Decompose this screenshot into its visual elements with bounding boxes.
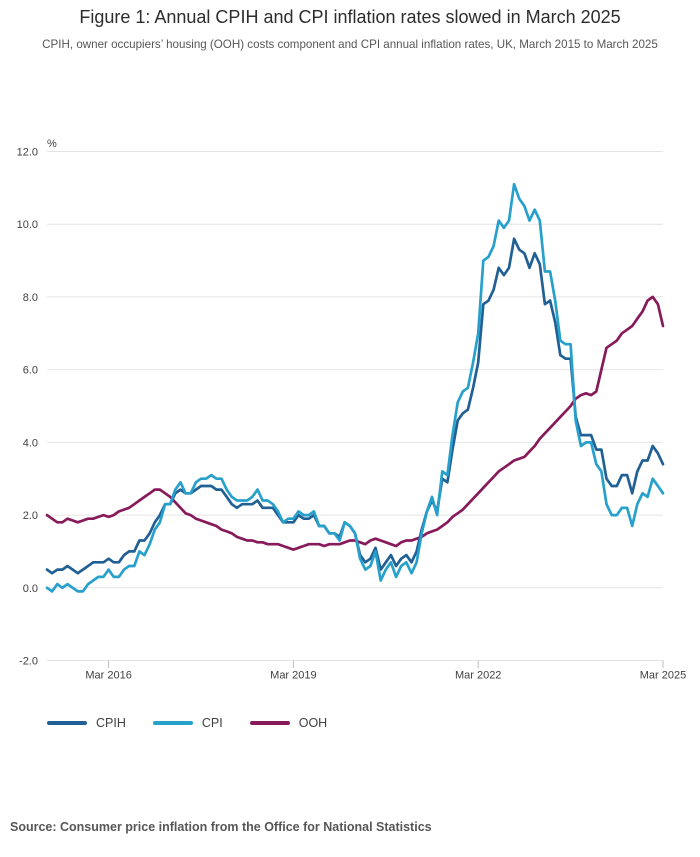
x-tick-label: Mar 2016 [85, 670, 131, 682]
y-tick-label: 2.0 [23, 510, 38, 522]
legend-item-cpi[interactable]: CPI [152, 716, 223, 730]
y-tick-label: 12.0 [17, 147, 38, 159]
cpih-line-swatch-icon [47, 721, 87, 725]
legend-label-cpih: CPIH [96, 716, 126, 730]
source-note: Source: Consumer price inflation from th… [10, 820, 432, 834]
y-axis-unit-label: % [47, 138, 57, 150]
x-tick-label: Mar 2022 [455, 670, 501, 682]
y-tick-label: 8.0 [23, 292, 38, 304]
series-line-ooh [45, 295, 665, 551]
y-tick-label: 4.0 [23, 437, 38, 449]
y-tick-label: 6.0 [23, 365, 38, 377]
legend-item-cpih[interactable]: CPIH [47, 716, 126, 730]
x-tick-label: Mar 2025 [640, 670, 686, 682]
legend-label-cpi: CPI [201, 716, 223, 730]
legend-item-ooh[interactable]: OOH [249, 716, 328, 730]
cpi-line-swatch-icon [152, 721, 193, 725]
series-line-cpi [45, 182, 665, 593]
chart-legend: CPIH CPI OOH [47, 716, 327, 730]
y-tick-label: -2.0 [19, 656, 38, 668]
x-tick-label: Mar 2019 [270, 670, 316, 682]
legend-label-ooh: OOH [298, 716, 328, 730]
y-tick-label: 0.0 [23, 583, 38, 595]
line-chart: -2.0 0.0 2.0 4.0 6.0 8.0 10.0 12.0% Mar 2016 Mar … [17, 138, 687, 682]
figure-subtitle: CPIH, owner occupiers’ housing (OOH) cos… [42, 38, 658, 51]
ooh-line-swatch-icon [249, 721, 290, 725]
y-tick-label: 10.0 [17, 219, 38, 231]
figure-title: Figure 1: Annual CPIH and CPI inflation … [79, 7, 621, 27]
